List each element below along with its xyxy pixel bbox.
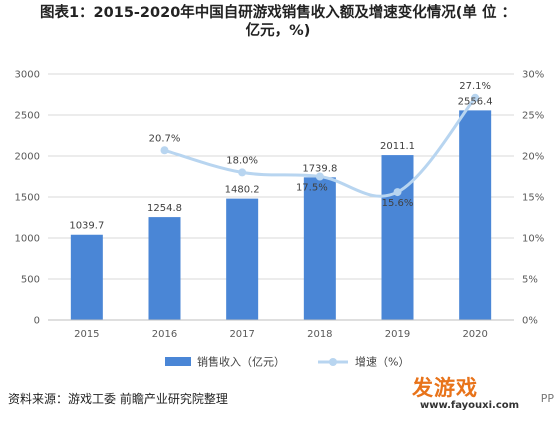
growth-point bbox=[471, 93, 480, 102]
bar-value-label: 2011.1 bbox=[380, 141, 415, 152]
x-tick-label: 2015 bbox=[74, 329, 99, 340]
bar-value-label: 1254.8 bbox=[147, 203, 182, 214]
y-left-tick-label: 0 bbox=[34, 316, 40, 327]
y-left-tick-label: 2500 bbox=[15, 111, 40, 122]
source-note: 资料来源：游戏工委 前瞻产业研究院整理 bbox=[8, 392, 228, 406]
bar bbox=[459, 110, 492, 320]
title-line-1: 图表1：2015-2020年中国自研游戏销售收入额及增速变化情况(单 位 ： bbox=[39, 5, 517, 21]
corner-text: PP bbox=[540, 392, 554, 405]
bar bbox=[148, 217, 181, 320]
chart-title: 图表1：2015-2020年中国自研游戏销售收入额及增速变化情况(单 位 ： 亿… bbox=[8, 4, 548, 40]
y-left-tick-label: 500 bbox=[21, 275, 40, 286]
x-tick-label: 2020 bbox=[462, 329, 487, 340]
legend-label-line: 增速（%） bbox=[355, 355, 409, 369]
bar bbox=[70, 234, 103, 320]
y-right-tick-label: 5% bbox=[522, 275, 538, 286]
legend-swatch-bar bbox=[165, 357, 191, 366]
growth-point bbox=[160, 146, 169, 155]
growth-point bbox=[393, 188, 402, 197]
y-right-tick-label: 0% bbox=[522, 316, 538, 327]
bar-value-label: 1480.2 bbox=[225, 185, 260, 196]
legend-label-bar: 销售收入（亿元） bbox=[197, 355, 285, 369]
bar-value-label: 2556.4 bbox=[458, 96, 493, 107]
bar-value-label: 1039.7 bbox=[69, 221, 104, 232]
watermark-logo: 发游戏 www.fayouxi.com bbox=[412, 372, 542, 416]
logo-url: www.fayouxi.com bbox=[420, 400, 520, 411]
title-line-2: 亿元，%) bbox=[245, 23, 311, 39]
bar bbox=[303, 177, 336, 320]
growth-value-label: 27.1% bbox=[459, 81, 491, 92]
logo-text: 发游戏 bbox=[412, 376, 478, 400]
y-left-tick-label: 1500 bbox=[15, 193, 40, 204]
growth-point bbox=[238, 168, 247, 177]
bar-value-label: 1739.8 bbox=[302, 163, 337, 174]
growth-value-label: 18.0% bbox=[226, 155, 258, 166]
left-axis-ticks: 0 500 1000 1500 2000 2500 3000 bbox=[15, 70, 40, 327]
y-right-tick-label: 20% bbox=[522, 152, 544, 163]
y-left-tick-label: 3000 bbox=[15, 70, 40, 81]
y-left-tick-label: 2000 bbox=[15, 152, 40, 163]
legend-swatch-point bbox=[329, 358, 337, 366]
x-tick-label: 2018 bbox=[307, 329, 332, 340]
growth-point bbox=[315, 172, 324, 181]
growth-value-label: 15.6% bbox=[382, 198, 414, 209]
growth-value-label: 20.7% bbox=[149, 133, 181, 144]
y-right-tick-label: 15% bbox=[522, 193, 544, 204]
y-right-tick-label: 30% bbox=[522, 70, 544, 81]
growth-value-label: 17.5% bbox=[296, 183, 328, 194]
bar bbox=[226, 198, 259, 320]
bar bbox=[381, 155, 414, 320]
gridlines bbox=[48, 73, 514, 280]
bar-series bbox=[70, 110, 492, 320]
x-tick-label: 2016 bbox=[152, 329, 177, 340]
right-axis-ticks: 0% 5% 10% 15% 20% 25% 30% bbox=[522, 70, 544, 327]
x-axis: 2015 2016 2017 2018 2019 2020 bbox=[48, 319, 514, 340]
x-tick-label: 2017 bbox=[229, 329, 254, 340]
line-series bbox=[160, 93, 480, 198]
y-right-tick-label: 10% bbox=[522, 234, 544, 245]
y-left-tick-label: 1000 bbox=[15, 234, 40, 245]
legend: 销售收入（亿元） 增速（%） bbox=[165, 355, 409, 369]
data-labels: 1039.7 1254.8 1480.2 1739.8 2011.1 2556.4 20.7… bbox=[69, 81, 492, 232]
y-right-tick-label: 25% bbox=[522, 111, 544, 122]
x-tick-label: 2019 bbox=[385, 329, 410, 340]
growth-line bbox=[163, 96, 477, 198]
